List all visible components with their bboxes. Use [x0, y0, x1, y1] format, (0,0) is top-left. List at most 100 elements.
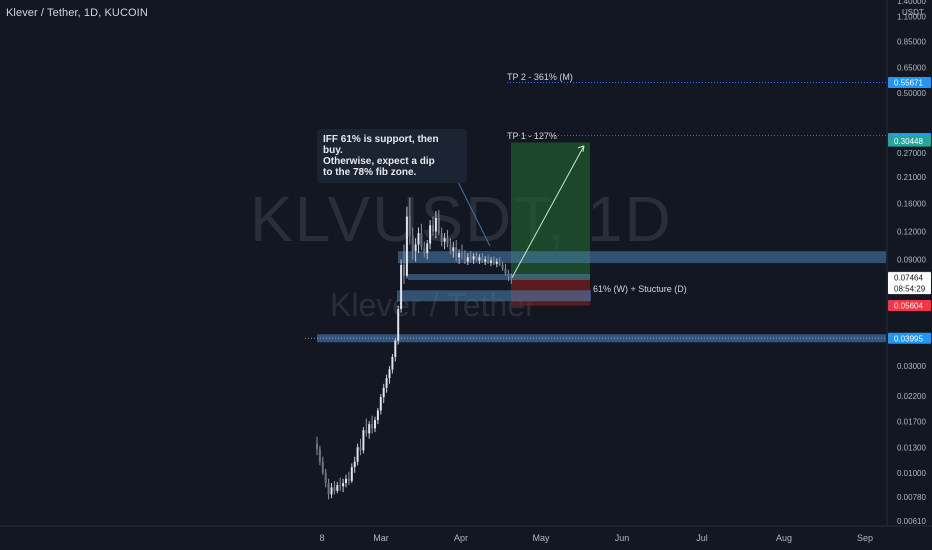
candle-body — [379, 397, 382, 411]
note-line-1: IFF 61% is support, then buy. — [323, 134, 439, 156]
candle-body — [455, 247, 458, 258]
price-label: 0.07464 — [894, 274, 923, 283]
candle-body — [452, 247, 455, 252]
candle-body — [408, 216, 411, 236]
y-tick-label: 0.03000 — [897, 362, 926, 371]
candle-body — [356, 447, 359, 462]
candle-body — [484, 259, 487, 262]
candle-body — [469, 257, 472, 260]
price-label: 0.30448 — [894, 137, 923, 146]
fib-zone[interactable] — [397, 290, 591, 302]
note-line-2: Otherwise, expect a dip — [323, 156, 435, 167]
symbol-watermark: KLVUSDT, 1D — [250, 183, 673, 255]
candle-body — [405, 216, 408, 276]
x-tick-label: Apr — [454, 533, 468, 543]
candle-body — [368, 424, 371, 434]
candle-body — [504, 268, 507, 274]
candle-body — [466, 257, 469, 262]
candle-body — [316, 443, 318, 449]
countdown-label: 08:54:29 — [894, 285, 926, 294]
candle-body — [339, 485, 342, 487]
candle-body — [495, 261, 498, 264]
y-tick-label: 0.50000 — [897, 89, 926, 98]
y-tick-label: 0.27000 — [897, 149, 926, 158]
tp1-label: TP 1 - 127% — [507, 131, 557, 141]
x-tick-label: Jul — [696, 533, 708, 543]
candle-body — [472, 256, 475, 260]
note-line-3: to the 78% fib zone. — [323, 167, 417, 178]
x-tick-label: Mar — [373, 533, 389, 543]
x-tick-label: Aug — [776, 533, 792, 543]
candle-body — [432, 225, 434, 232]
y-tick-label: 0.16000 — [897, 200, 926, 209]
price-label: 0.03995 — [894, 334, 923, 343]
candle-body — [423, 247, 426, 254]
candle-body — [458, 253, 461, 258]
candle-body — [443, 238, 446, 242]
candle-body — [478, 257, 481, 261]
candle-body — [327, 483, 330, 495]
y-tick-label: 1.40000 — [897, 0, 926, 6]
trade-note[interactable]: IFF 61% is support, then buy. Otherwise,… — [317, 129, 467, 183]
x-tick-label: Jun — [615, 533, 630, 543]
candle-body — [333, 487, 336, 491]
x-tick-label: 8 — [319, 533, 324, 543]
price-label-box — [888, 332, 931, 344]
candle-body — [345, 478, 347, 484]
candle-body — [365, 430, 368, 434]
candle-body — [394, 340, 397, 357]
candle-body — [414, 244, 417, 252]
candle-body — [481, 257, 484, 262]
candle-body — [342, 483, 345, 487]
candle-body — [359, 447, 362, 451]
candle-body — [382, 387, 385, 398]
candle-body — [501, 264, 504, 269]
x-tick-label: May — [532, 533, 550, 543]
candle-body — [492, 260, 495, 264]
y-tick-label: 0.09000 — [897, 255, 926, 264]
candle-body — [376, 410, 379, 421]
y-tick-label: 0.85000 — [897, 37, 926, 46]
price-label: 0.05604 — [894, 301, 923, 310]
candle-body — [429, 225, 432, 244]
candle-body — [411, 235, 414, 252]
candle-body — [490, 260, 492, 263]
candle-body — [385, 378, 388, 388]
resistance-zone[interactable] — [398, 251, 886, 264]
support-zone[interactable] — [317, 334, 886, 343]
y-tick-label: 0.21000 — [897, 173, 926, 182]
candle-body — [426, 243, 429, 254]
axis-unit-label: USDT — [902, 8, 924, 17]
candle-body — [374, 420, 376, 429]
price-label-box — [888, 299, 931, 311]
price-label-box — [888, 77, 931, 89]
candle-body — [463, 255, 466, 262]
price-label-box — [888, 135, 931, 147]
candle-body — [362, 430, 365, 451]
candle-body — [437, 217, 440, 234]
mid-zone[interactable] — [408, 274, 590, 281]
candle-body — [510, 277, 513, 279]
candle-body — [417, 233, 420, 245]
y-tick-label: 0.01300 — [897, 443, 926, 452]
y-tick-label: 0.12000 — [897, 228, 926, 237]
candle-body — [371, 424, 374, 429]
price-label-box — [888, 272, 931, 295]
candle-body — [507, 273, 510, 278]
candle-body — [318, 448, 321, 462]
candle-body — [475, 256, 478, 261]
candle-body — [336, 485, 339, 491]
x-tick-label: Sep — [857, 533, 873, 543]
y-tick-label: 0.01000 — [897, 469, 926, 478]
candle-body — [420, 233, 423, 248]
chart-title: Klever / Tether, 1D, KUCOIN — [6, 7, 148, 19]
projection-arrow — [511, 145, 585, 278]
candle-body — [449, 244, 452, 252]
candle-body — [400, 264, 403, 310]
candle-body — [397, 309, 400, 341]
tp2-label: TP 2 - 361% (M) — [507, 72, 573, 82]
y-tick-label: 0.02200 — [897, 392, 926, 401]
candle-body — [487, 259, 490, 263]
